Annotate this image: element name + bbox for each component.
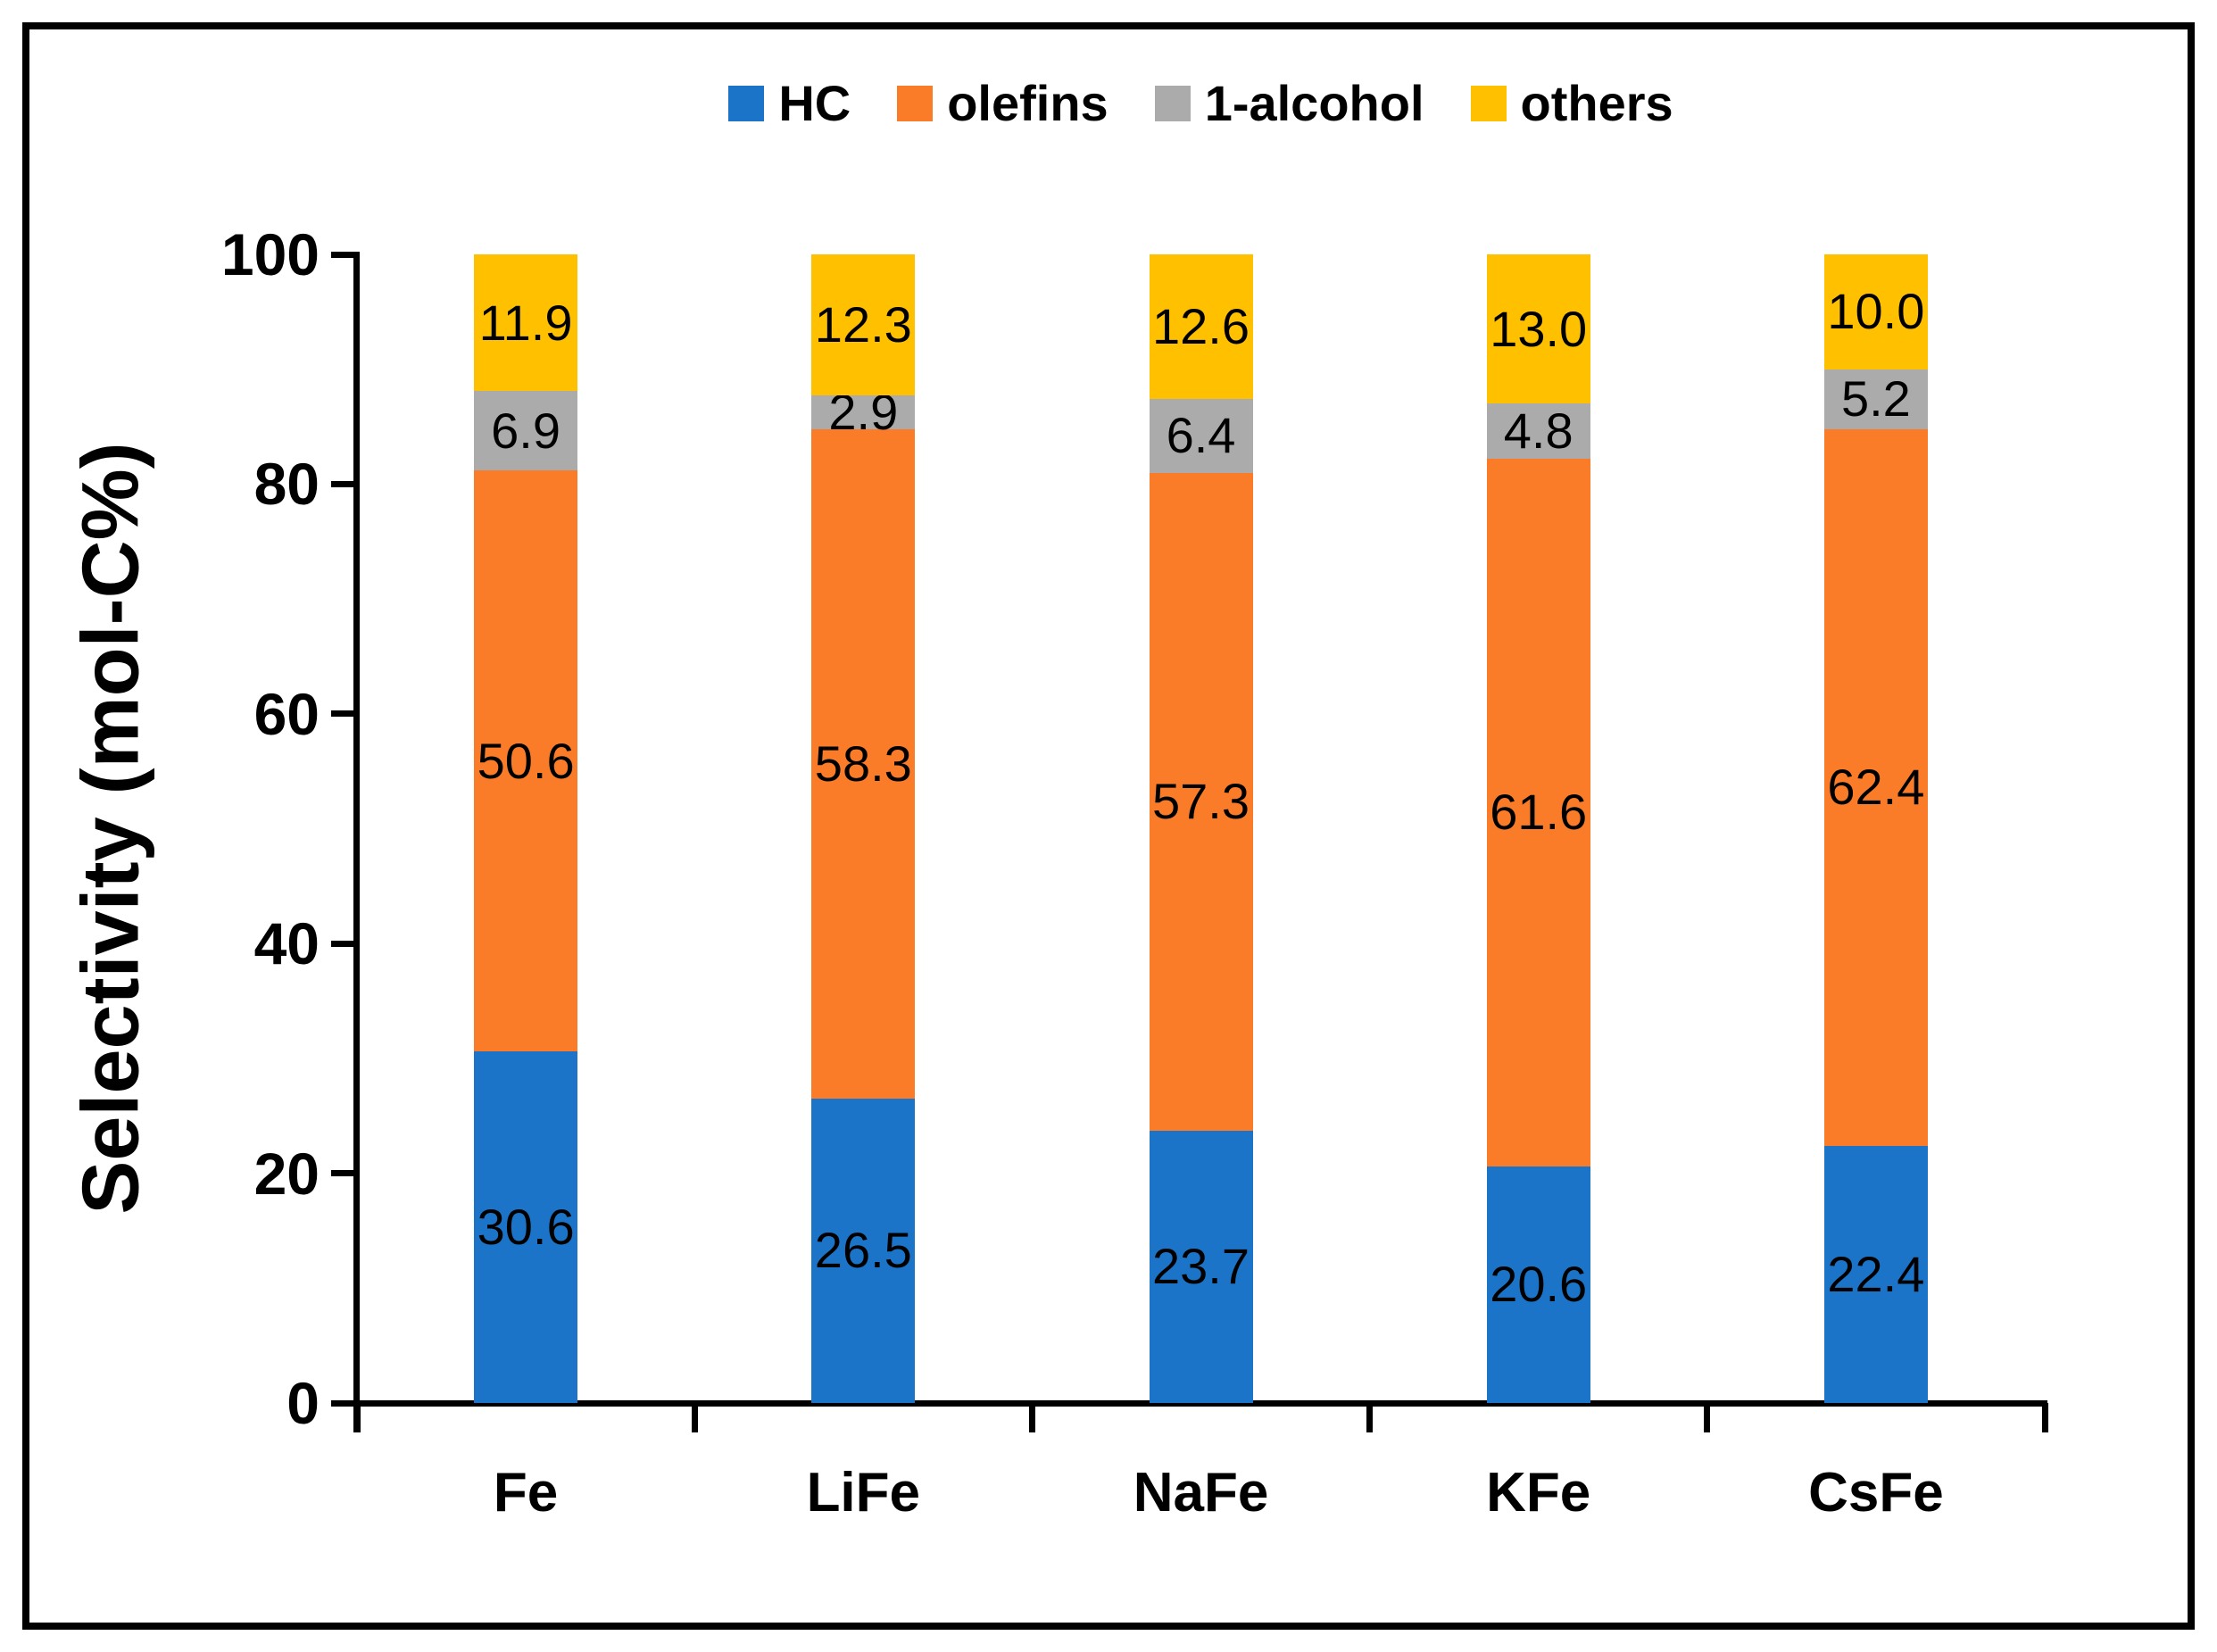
bar-segment-olefins: [474, 469, 578, 1052]
bar-segment-hc: [811, 1098, 916, 1403]
bar-segment-value-label: 13.0: [1490, 300, 1588, 357]
chart-legend: HC olefins 1-alcohol others: [357, 79, 2045, 129]
y-axis-tick-label: 100: [220, 221, 320, 287]
legend-swatch-icon: [1470, 86, 1507, 121]
x-axis-category-label: Fe: [493, 1462, 559, 1523]
bar-segment-value-label: 57.3: [1152, 773, 1250, 830]
bar-segment-1-alcohol: [1149, 399, 1253, 473]
bar-segment-hc: [474, 1051, 578, 1403]
y-axis-tick: [331, 710, 357, 718]
y-axis-tick-label: 40: [253, 910, 320, 977]
bar-segment-others: [474, 254, 578, 392]
bar-segment-olefins: [1149, 472, 1253, 1131]
legend-label: HC: [778, 75, 851, 131]
bar-segment-value-label: 50.6: [477, 732, 575, 789]
bar-segment-value-label: 6.9: [491, 402, 561, 459]
bar-segment-value-label: 30.6: [477, 1199, 575, 1256]
x-axis-tick: [1704, 1403, 1711, 1432]
legend-swatch-icon: [1154, 86, 1191, 121]
y-axis-tick: [331, 1170, 357, 1177]
bar-segment-value-label: 22.4: [1827, 1245, 1925, 1302]
y-axis-line: [353, 252, 360, 1432]
bar-segment-others: [811, 254, 916, 396]
bar-segment-1-alcohol: [474, 391, 578, 470]
x-axis-category-label: LiFe: [806, 1462, 921, 1523]
x-axis-tick: [353, 1403, 361, 1432]
y-axis-tick: [331, 480, 357, 487]
bar-segment-value-label: 12.6: [1152, 298, 1250, 355]
bar-segment-value-label: 62.4: [1827, 759, 1925, 816]
y-axis-tick: [331, 1399, 357, 1407]
legend-item-1-alcohol: 1-alcohol: [1154, 75, 1424, 131]
bar-segment-value-label: 20.6: [1490, 1256, 1588, 1313]
bar-segment-others: [1149, 254, 1253, 400]
bar-segment-value-label: 10.0: [1827, 283, 1925, 340]
y-axis-tick-label: 20: [253, 1140, 320, 1207]
y-axis-tick: [331, 251, 357, 258]
bar-segment-olefins: [1486, 459, 1590, 1166]
y-axis-tick: [331, 940, 357, 947]
bar-segment-1-alcohol: [1823, 369, 1928, 429]
bar-segment-value-label: 5.2: [1840, 370, 1911, 428]
bar-segment-value-label: 12.3: [814, 296, 912, 353]
bar-segment-hc: [1486, 1166, 1590, 1403]
bar-segment-value-label: 4.8: [1503, 403, 1573, 460]
bar-segment-others: [1823, 254, 1928, 369]
legend-item-hc: HC: [728, 79, 851, 129]
y-axis-tick-label: 80: [253, 451, 320, 518]
x-axis-category-label: NaFe: [1133, 1462, 1269, 1523]
bar-segment-value-label: 26.5: [814, 1222, 912, 1279]
bar-segment-value-label: 61.6: [1490, 784, 1588, 841]
legend-label: others: [1520, 75, 1673, 131]
bar-segment-hc: [1823, 1145, 1928, 1403]
y-axis-tick-label: 0: [286, 1370, 320, 1436]
figure-border: [22, 22, 2195, 1630]
bar-segment-value-label: 11.9: [478, 294, 573, 351]
bar-segment-others: [1486, 254, 1590, 404]
x-axis-category-label: CsFe: [1808, 1462, 1944, 1523]
bar-segment-olefins: [811, 428, 916, 1099]
bar-segment-olefins: [1823, 428, 1928, 1146]
legend-swatch-icon: [728, 86, 765, 121]
bar-segment-1-alcohol: [1486, 403, 1590, 460]
bar-segment-value-label: 23.7: [1152, 1238, 1250, 1295]
legend-swatch-icon: [897, 86, 934, 121]
legend-label: 1-alcohol: [1204, 75, 1424, 131]
x-axis-tick: [2041, 1403, 2048, 1432]
x-axis-tick: [691, 1403, 698, 1432]
legend-label: olefins: [947, 75, 1108, 131]
x-axis-tick: [1366, 1403, 1374, 1432]
y-axis-tick-label: 60: [253, 680, 320, 747]
legend-item-others: others: [1470, 75, 1673, 131]
x-axis-line: [353, 1400, 2047, 1407]
legend-item-olefins: olefins: [897, 79, 1108, 129]
bar-segment-value-label: 6.4: [1166, 407, 1236, 464]
x-axis-tick: [1028, 1403, 1035, 1432]
bar-segment-value-label: 58.3: [814, 735, 912, 792]
bar-segment-hc: [1149, 1130, 1253, 1403]
x-axis-category-label: KFe: [1486, 1462, 1591, 1523]
bar-segment-1-alcohol: [811, 395, 916, 429]
